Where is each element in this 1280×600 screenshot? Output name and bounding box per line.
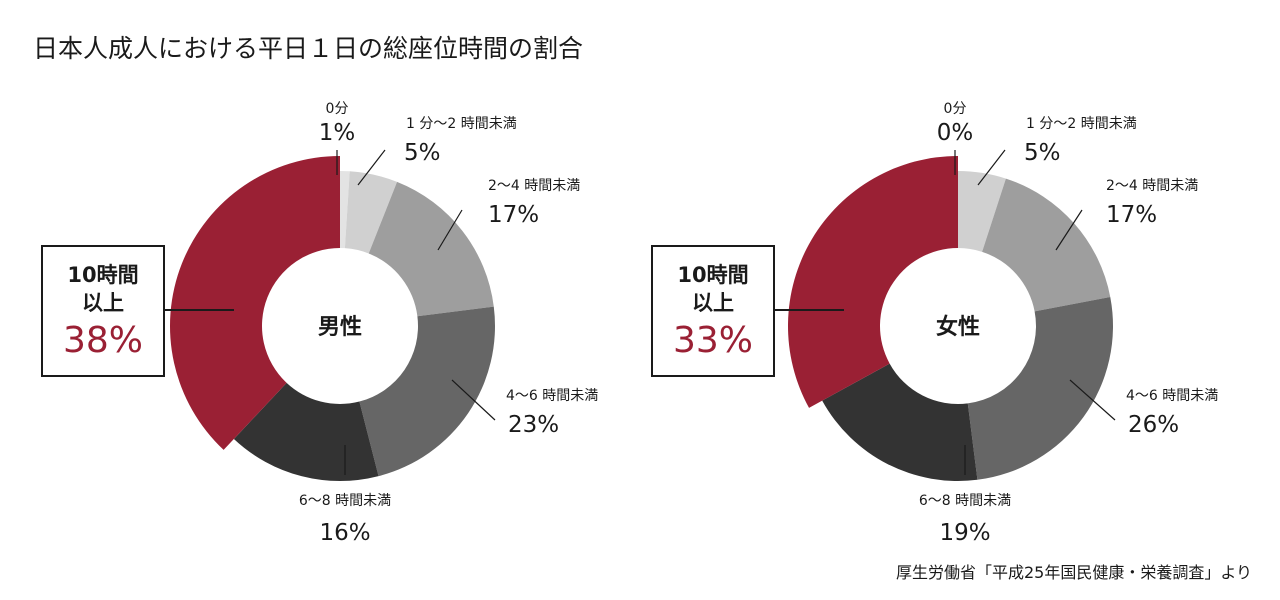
- highlight-pct-0: 38%: [63, 320, 143, 361]
- category-label-0-3: 4〜6 時間未満: [506, 388, 598, 404]
- category-label-1-2: 2〜4 時間未満: [1106, 178, 1198, 194]
- value-label-1-2: 17%: [1106, 202, 1157, 228]
- donut-slice-0-2: [368, 181, 494, 317]
- donut-slice-1-1: [958, 171, 1006, 252]
- source-note: 厚生労働省「平成25年国民健康・栄養調査」より: [896, 563, 1252, 582]
- donut-slice-0-3: [359, 306, 495, 477]
- category-label-1-0: 0分: [944, 101, 967, 117]
- value-label-0-4: 16%: [319, 520, 370, 546]
- donut-center-label-0: 男性: [318, 315, 362, 340]
- donut-center-label-1: 女性: [936, 314, 980, 340]
- category-label-0-1: 1 分〜2 時間未満: [406, 116, 517, 132]
- value-label-0-2: 17%: [488, 202, 539, 228]
- donut-slice-1-5: [788, 156, 958, 408]
- highlight-head-line1-0: 10時間: [67, 263, 138, 287]
- category-label-1-1: 1 分〜2 時間未満: [1026, 116, 1137, 132]
- highlight-pct-1: 33%: [673, 320, 753, 361]
- donut-slice-0-0: [340, 171, 350, 249]
- chart-title: 日本人成人における平日１日の総座位時間の割合: [33, 34, 583, 63]
- donut-slice-1-2: [982, 178, 1111, 312]
- highlight-head-line2-0: 以上: [82, 291, 124, 315]
- value-label-0-3: 23%: [508, 412, 559, 438]
- leader-line-0-2: [437, 209, 463, 251]
- donut-slice-1-3: [967, 296, 1113, 480]
- leader-line-1-1: [977, 149, 1006, 186]
- donut-slice-1-4: [822, 363, 978, 481]
- leader-line-1-2: [1055, 209, 1083, 251]
- donut-chart-female: 0分 0% 1 分〜2 時間未満 5% 2〜4 時間未満 17% 4〜6 時間未満 26% 6〜…: [651, 101, 1218, 546]
- highlight-box-0: [41, 245, 165, 377]
- highlight-box-1: [651, 245, 775, 377]
- category-label-0-4: 6〜8 時間未満: [299, 493, 391, 509]
- value-label-1-0: 0%: [937, 120, 974, 146]
- value-label-1-3: 26%: [1128, 412, 1179, 438]
- value-label-0-0: 1%: [319, 120, 356, 146]
- leader-line-0-3: [451, 379, 496, 421]
- donut-chart-male: 0分 1% 1 分〜2 時間未満 5% 2〜4 時間未満 17% 4〜6 時間未満 23% 6〜…: [41, 101, 598, 546]
- donut-slice-0-5: [170, 156, 340, 450]
- leader-line-1-3: [1069, 379, 1116, 421]
- category-label-1-4: 6〜8 時間未満: [919, 493, 1011, 509]
- leader-line-0-1: [357, 149, 386, 186]
- value-label-1-1: 5%: [1024, 140, 1061, 166]
- category-label-1-3: 4〜6 時間未満: [1126, 388, 1218, 404]
- value-label-0-1: 5%: [404, 140, 441, 166]
- value-label-1-4: 19%: [939, 520, 990, 546]
- highlight-head-line1-1: 10時間: [677, 263, 748, 287]
- donut-slice-0-1: [344, 171, 398, 254]
- category-label-0-0: 0分: [326, 101, 349, 117]
- category-label-0-2: 2〜4 時間未満: [488, 178, 580, 194]
- highlight-head-line2-1: 以上: [692, 291, 734, 315]
- donut-slice-0-4: [233, 382, 379, 482]
